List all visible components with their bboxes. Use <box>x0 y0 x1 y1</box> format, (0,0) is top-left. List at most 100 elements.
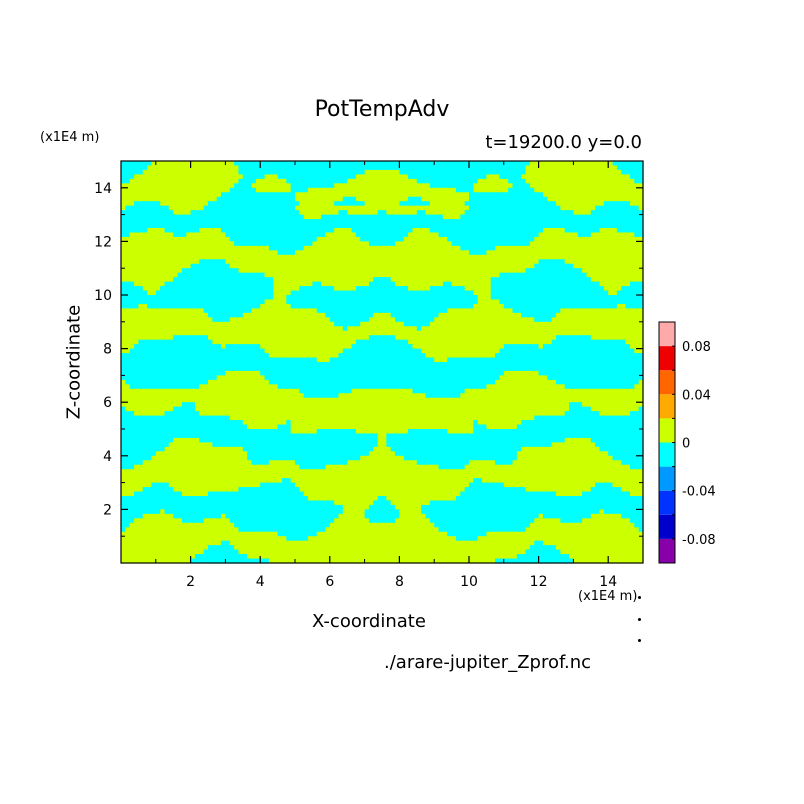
contour-cell <box>138 277 144 283</box>
contour-cell <box>608 299 614 305</box>
contour-cell <box>573 201 579 207</box>
contour-cell <box>134 169 139 175</box>
contour-cell <box>577 268 583 274</box>
contour-cell <box>303 263 309 269</box>
contour-cell <box>290 321 296 327</box>
contour-cell <box>438 219 444 225</box>
contour-cell <box>538 299 544 305</box>
contour-cell <box>316 286 322 292</box>
contour-cell <box>364 295 370 301</box>
contour-cell <box>338 192 344 198</box>
contour-cell <box>503 169 509 175</box>
contour-cell <box>590 169 596 175</box>
contour-cell <box>551 161 557 167</box>
contour-cell <box>229 326 235 332</box>
contour-cell <box>451 330 457 336</box>
contour-cell <box>534 250 540 256</box>
contour-cell <box>360 214 366 220</box>
contour-cell <box>508 335 514 341</box>
contour-cell <box>199 214 205 220</box>
contour-cell <box>295 317 300 323</box>
contour-cell <box>638 330 644 336</box>
contour-cell <box>194 219 200 225</box>
contour-cell <box>577 290 583 296</box>
contour-cell <box>525 223 531 229</box>
contour-cell <box>155 263 161 269</box>
contour-cell <box>342 281 348 287</box>
contour-cell <box>225 268 231 274</box>
contour-cell <box>421 236 427 242</box>
contour-cell <box>573 174 579 180</box>
contour-cell <box>329 169 335 175</box>
contour-cell <box>203 268 209 274</box>
contour-cell <box>412 295 418 301</box>
contour-cell <box>482 250 487 256</box>
contour-cell <box>399 187 405 193</box>
contour-cell <box>416 326 422 332</box>
contour-cell <box>460 174 466 180</box>
contour-cell <box>321 169 327 175</box>
contour-cell <box>173 317 179 323</box>
contour-cell <box>521 201 527 207</box>
contour-cell <box>147 330 153 336</box>
contour-cell <box>147 303 153 309</box>
contour-cell <box>599 254 605 260</box>
contour-cell <box>477 299 483 305</box>
contour-cell <box>286 192 292 198</box>
contour-cell <box>125 308 131 314</box>
contour-cell <box>638 272 644 278</box>
contour-cell <box>181 250 187 256</box>
contour-cell <box>316 339 322 345</box>
contour-cell <box>495 295 501 301</box>
contour-cell <box>621 303 627 309</box>
contour-cell <box>212 259 218 265</box>
contour-cell <box>408 268 414 274</box>
contour-cell <box>582 277 588 283</box>
contour-cell <box>421 161 427 167</box>
contour-cell <box>342 259 348 265</box>
contour-cell <box>299 299 305 305</box>
contour-cell <box>138 317 144 323</box>
contour-cell <box>373 295 379 301</box>
contour-cell <box>629 214 635 220</box>
contour-cell <box>364 344 370 350</box>
contour-cell <box>325 268 331 274</box>
contour-cell <box>251 344 257 350</box>
contour-cell <box>447 268 453 274</box>
contour-cell <box>512 299 518 305</box>
contour-cell <box>464 290 470 296</box>
contour-cell <box>638 178 644 184</box>
contour-cell <box>134 245 139 251</box>
contour-cell <box>142 321 148 327</box>
contour-cell <box>129 299 135 305</box>
contour-cell <box>194 169 200 175</box>
contour-cell <box>377 254 383 260</box>
contour-cell <box>186 236 192 242</box>
contour-cell <box>312 223 318 229</box>
contour-cell <box>377 344 383 350</box>
contour-cell <box>268 286 274 292</box>
contour-cell <box>264 236 270 242</box>
contour-cell <box>590 210 596 216</box>
contour-cell <box>168 299 174 305</box>
contour-cell <box>373 183 379 189</box>
contour-cell <box>516 339 522 345</box>
contour-cell <box>121 201 126 207</box>
contour-cell <box>221 219 226 225</box>
contour-cell <box>199 344 205 350</box>
contour-cell <box>338 245 344 251</box>
contour-cell <box>416 192 422 198</box>
contour-cell <box>168 241 174 247</box>
contour-cell <box>464 303 470 309</box>
contour-cell <box>638 214 644 220</box>
contour-cell <box>455 272 461 278</box>
contour-cell <box>547 241 553 247</box>
contour-cell <box>469 268 474 274</box>
contour-cell <box>503 308 509 314</box>
contour-cell <box>534 303 540 309</box>
contour-cell <box>408 312 414 318</box>
contour-cell <box>438 174 444 180</box>
contour-cell <box>138 263 144 269</box>
contour-cell <box>212 295 218 301</box>
contour-cell <box>377 335 383 341</box>
